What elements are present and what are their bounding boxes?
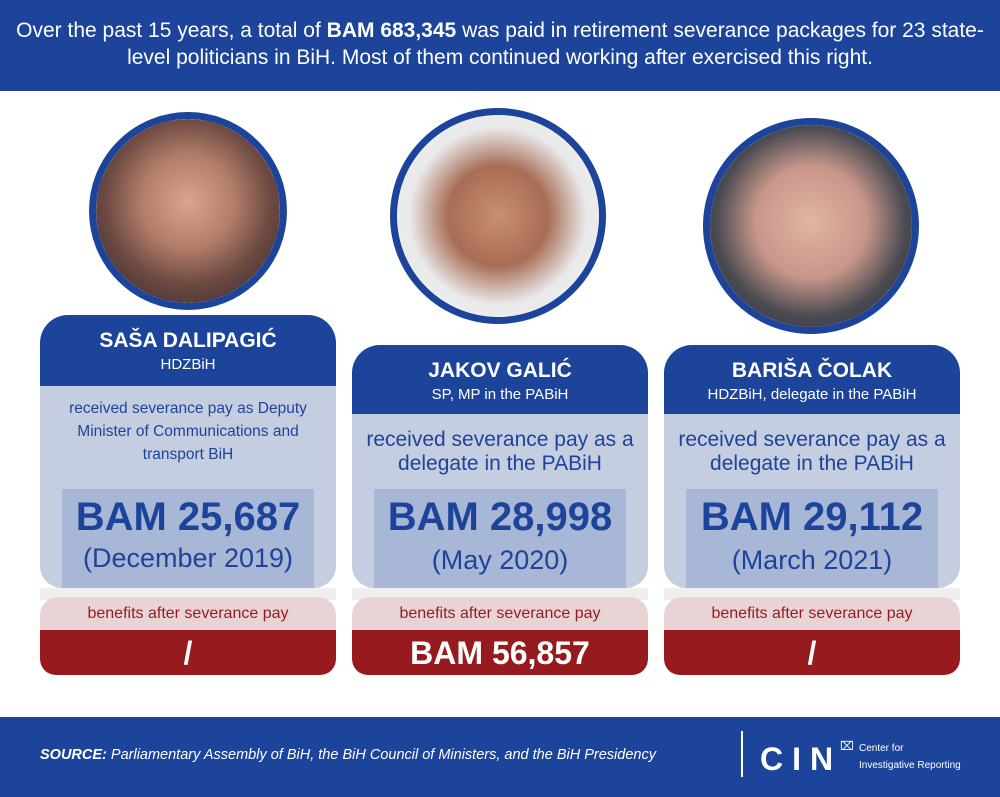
source-note: SOURCE: Parliamentary Assembly of BiH, t…	[40, 747, 656, 763]
amount-box	[686, 489, 938, 588]
headline-amount: BAM 683,345	[326, 19, 457, 42]
severance-date: (December 2019)	[82, 543, 294, 573]
benefits-value: BAM 56,857	[352, 630, 648, 675]
benefits-label: benefits after severance pay	[352, 597, 648, 631]
card-header: BARIŠA ČOLAK HDZBiH, delegate in the PABi…	[664, 345, 960, 414]
politician-party: HDZBiH	[160, 356, 216, 373]
source-text: Parliamentary Assembly of BiH, the BiH C…	[106, 747, 656, 763]
benefits-label: benefits after severance pay	[664, 597, 960, 631]
amount-box	[62, 489, 314, 588]
org-name-line2: Investigative Reporting	[859, 760, 961, 771]
severance-date: (May 2020)	[431, 545, 569, 575]
severance-amount: BAM 28,998	[387, 495, 613, 539]
divider	[741, 731, 743, 777]
footer: SOURCE: Parliamentary Assembly of BiH, t…	[0, 717, 1000, 797]
severance-description: received severance pay as a delegate in …	[366, 428, 634, 475]
source-label: SOURCE:	[40, 747, 107, 763]
headline: Over the past 15 years, a total of BAM 6…	[0, 0, 1000, 91]
org-name: Center for Investigative Reporting	[859, 740, 961, 774]
severance-description: received severance pay as Deputy Ministe…	[69, 400, 307, 463]
benefits-label: benefits after severance pay	[40, 597, 336, 631]
politician-party: HDZBiH, delegate in the PABiH	[707, 386, 917, 403]
portrait-photo	[89, 112, 287, 310]
severance-date: (March 2021)	[731, 545, 893, 575]
politician-party: SP, MP in the PABiH	[431, 386, 569, 403]
card-header: SAŠA DALIPAGIĆ HDZBiH	[40, 315, 336, 386]
politician-name: SAŠA DALIPAGIĆ	[99, 329, 277, 352]
portrait-photo	[390, 108, 606, 324]
severance-description: received severance pay as a delegate in …	[678, 428, 946, 475]
portrait-photo	[703, 118, 919, 334]
headline-text: Over the past 15 years, a total of	[16, 19, 327, 42]
benefits-value: /	[40, 630, 336, 675]
severance-amount: BAM 29,112	[700, 495, 924, 539]
org-name-line1: Center for	[859, 743, 904, 754]
politician-name: JAKOV GALIĆ	[428, 359, 572, 382]
card-header: JAKOV GALIĆ SP, MP in the PABiH	[352, 345, 648, 414]
politician-name: BARIŠA ČOLAK	[731, 359, 893, 382]
severance-amount: BAM 25,687	[75, 495, 301, 539]
cin-logo: CIN	[760, 741, 843, 777]
amount-box	[374, 489, 626, 588]
cin-logo-icon: ⌧	[840, 739, 854, 753]
headline-text-end: was paid in retirement severance package…	[127, 19, 984, 69]
benefits-value: /	[664, 630, 960, 675]
